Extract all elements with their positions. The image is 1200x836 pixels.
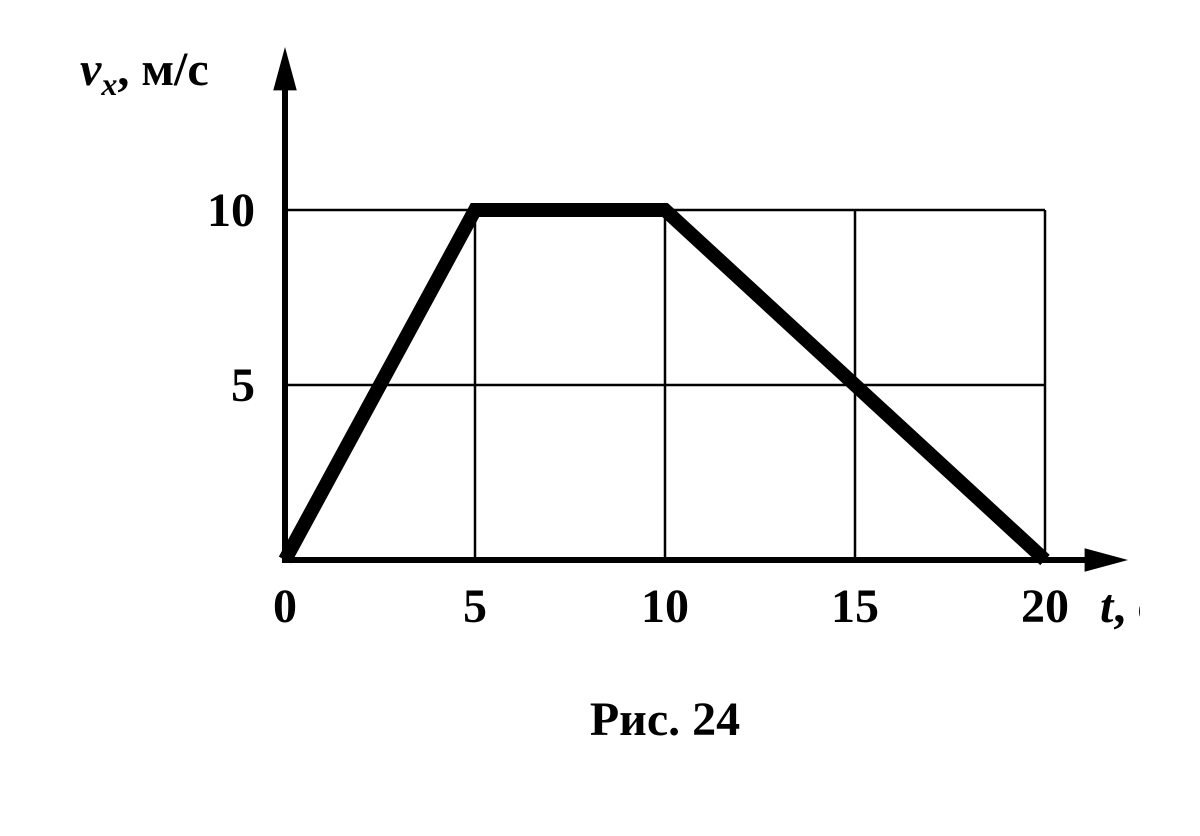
figure-caption: Рис. 24: [590, 693, 740, 746]
y-tick-label: 10: [207, 184, 255, 237]
x-axis-label: t, с: [1100, 580, 1140, 633]
chart-area: 05101520510vx, м/сt, сРис. 24: [60, 30, 1140, 690]
x-tick-label: 0: [273, 580, 297, 633]
x-axis-arrow: [1085, 548, 1128, 572]
x-tick-label: 10: [641, 580, 689, 633]
x-tick-label: 20: [1021, 580, 1069, 633]
x-tick-label: 15: [831, 580, 879, 633]
y-axis-arrow: [273, 47, 297, 90]
y-axis-label: vx, м/с: [80, 43, 209, 102]
x-tick-label: 5: [463, 580, 487, 633]
y-tick-label: 5: [231, 359, 255, 412]
figure-container: 0 5 10 15 20 5 10 vx, м/с t, с Рис. 24: [0, 0, 1200, 836]
velocity-time-chart: 0 5 10 15 20 5 10 vx, м/с t, с Рис. 24: [60, 30, 1140, 800]
